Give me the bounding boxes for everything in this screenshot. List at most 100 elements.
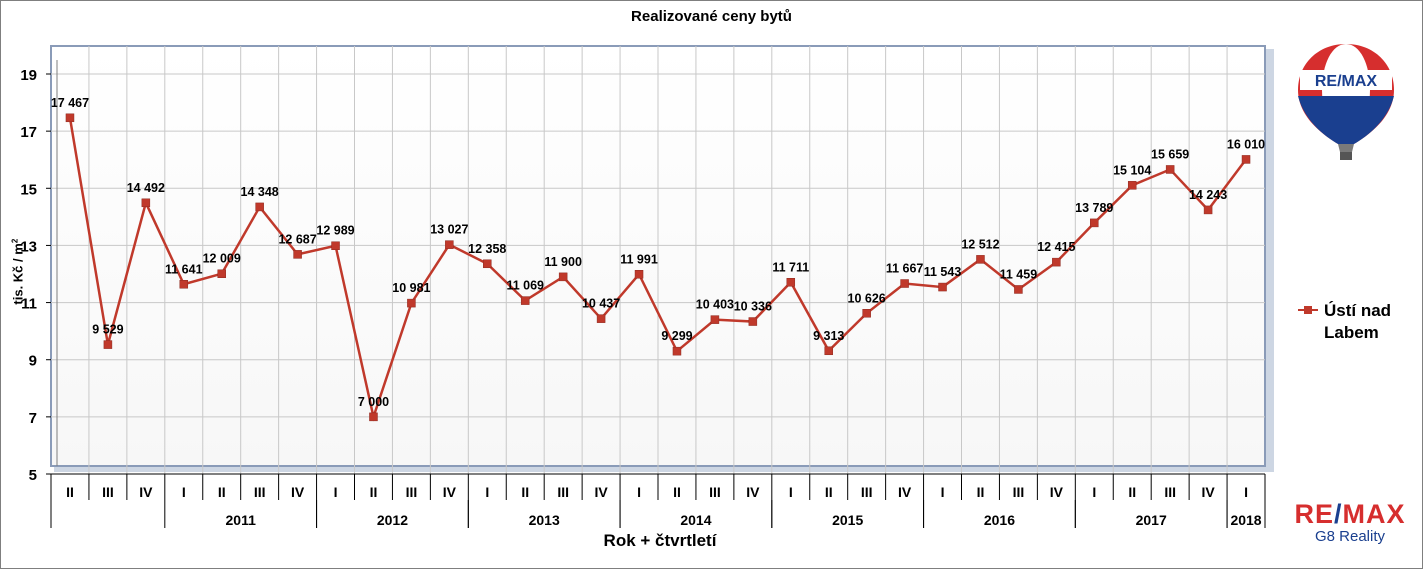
quarter-label: IV bbox=[594, 484, 608, 500]
data-label: 12 009 bbox=[203, 252, 241, 266]
data-point bbox=[217, 269, 226, 278]
data-point bbox=[862, 309, 871, 318]
data-label: 9 299 bbox=[661, 329, 692, 343]
data-point bbox=[900, 279, 909, 288]
x-axis-title: Rok + čtvrtletí bbox=[603, 531, 717, 550]
y-tick-label: 17 bbox=[20, 124, 37, 141]
quarter-label: I bbox=[941, 484, 945, 500]
quarter-label: I bbox=[1092, 484, 1096, 500]
quarter-label: III bbox=[709, 484, 721, 500]
data-point bbox=[65, 113, 75, 123]
quarter-label: I bbox=[485, 484, 489, 500]
data-label: 17 467 bbox=[51, 96, 89, 110]
quarter-label: II bbox=[977, 484, 985, 500]
quarter-label: II bbox=[218, 484, 226, 500]
data-label: 11 069 bbox=[506, 279, 544, 293]
quarter-label: I bbox=[789, 484, 793, 500]
year-label: 2016 bbox=[984, 512, 1015, 528]
y-tick-label: 19 bbox=[20, 67, 37, 84]
data-point bbox=[1127, 181, 1137, 190]
data-label: 10 403 bbox=[696, 298, 734, 312]
data-label: 12 358 bbox=[468, 242, 506, 256]
quarter-label: I bbox=[334, 484, 338, 500]
data-label: 7 000 bbox=[358, 395, 389, 409]
year-label: 2017 bbox=[1136, 512, 1167, 528]
quarter-label: III bbox=[1013, 484, 1025, 500]
data-point bbox=[1014, 285, 1023, 294]
data-point bbox=[331, 241, 340, 250]
data-point bbox=[938, 282, 947, 292]
year-label: 2015 bbox=[832, 512, 863, 528]
balloon-logo-text: RE/MAX bbox=[1315, 73, 1378, 90]
data-point bbox=[634, 270, 644, 279]
y-tick-label: 5 bbox=[29, 467, 37, 484]
quarter-label: IV bbox=[746, 484, 760, 500]
quarter-label: II bbox=[1128, 484, 1136, 500]
quarter-label: II bbox=[66, 484, 74, 500]
quarter-label: III bbox=[557, 484, 569, 500]
data-label: 13 789 bbox=[1075, 201, 1113, 215]
quarter-label: IV bbox=[1050, 484, 1064, 500]
quarter-label: IV bbox=[1201, 484, 1215, 500]
data-label: 10 437 bbox=[582, 297, 620, 311]
year-label: 2014 bbox=[680, 512, 711, 528]
year-label: 2011 bbox=[226, 512, 257, 528]
remax-office-logo: RE/MAX G8 Reality bbox=[1280, 500, 1420, 546]
data-point bbox=[1241, 155, 1251, 164]
quarter-label: II bbox=[673, 484, 681, 500]
y-axis-title: tis. Kč / m2 bbox=[10, 238, 26, 305]
data-point bbox=[445, 240, 454, 249]
data-point bbox=[520, 296, 530, 305]
data-label: 11 641 bbox=[165, 262, 203, 276]
data-label: 12 687 bbox=[278, 232, 316, 246]
quarter-label: I bbox=[182, 484, 186, 500]
series-line bbox=[68, 117, 1248, 422]
data-label: 10 981 bbox=[392, 281, 430, 295]
data-label: 11 459 bbox=[1000, 267, 1038, 281]
quarter-label: IV bbox=[898, 484, 912, 500]
data-point bbox=[369, 412, 378, 422]
chart-title: Realizované ceny bytů bbox=[631, 8, 792, 25]
data-point bbox=[1052, 257, 1061, 267]
data-point bbox=[786, 278, 796, 287]
data-point bbox=[672, 346, 682, 356]
data-label: 11 900 bbox=[544, 255, 582, 269]
quarter-label: II bbox=[825, 484, 833, 500]
data-point bbox=[293, 250, 302, 259]
remax-wordmark: RE/MAX bbox=[1294, 499, 1406, 529]
office-name: G8 Reality bbox=[1314, 528, 1386, 545]
data-point bbox=[103, 340, 113, 349]
data-label: 14 348 bbox=[241, 185, 279, 199]
data-label: 10 626 bbox=[848, 291, 886, 305]
data-point bbox=[976, 255, 985, 264]
quarter-label: IV bbox=[291, 484, 305, 500]
quarter-label: III bbox=[1164, 484, 1176, 500]
data-point bbox=[141, 198, 151, 208]
y-tick-label: 9 bbox=[29, 353, 37, 370]
data-point bbox=[748, 317, 758, 326]
quarter-label: III bbox=[861, 484, 873, 500]
quarter-label: IV bbox=[443, 484, 457, 500]
data-label: 11 991 bbox=[620, 252, 658, 266]
data-label: 9 313 bbox=[813, 329, 844, 343]
quarter-label: IV bbox=[139, 484, 153, 500]
data-label: 13 027 bbox=[430, 223, 468, 237]
data-label: 14 492 bbox=[127, 181, 165, 195]
remax-balloon-logo: RE/MAX bbox=[1294, 40, 1398, 164]
quarter-label: III bbox=[102, 484, 114, 500]
quarter-label: I bbox=[637, 484, 641, 500]
data-label: 9 529 bbox=[92, 323, 123, 337]
data-label: 12 415 bbox=[1037, 240, 1075, 254]
data-label: 16 010 bbox=[1227, 137, 1265, 151]
data-point bbox=[824, 346, 833, 356]
data-point bbox=[407, 298, 416, 308]
year-label: 2012 bbox=[377, 512, 408, 528]
data-label: 11 711 bbox=[772, 260, 809, 274]
data-point bbox=[1090, 218, 1099, 228]
data-point bbox=[710, 315, 720, 324]
data-label: 15 104 bbox=[1113, 163, 1151, 177]
quarter-label: III bbox=[406, 484, 418, 500]
y-tick-label: 11 bbox=[21, 296, 37, 313]
data-label: 12 989 bbox=[316, 224, 354, 238]
data-point bbox=[483, 259, 492, 269]
